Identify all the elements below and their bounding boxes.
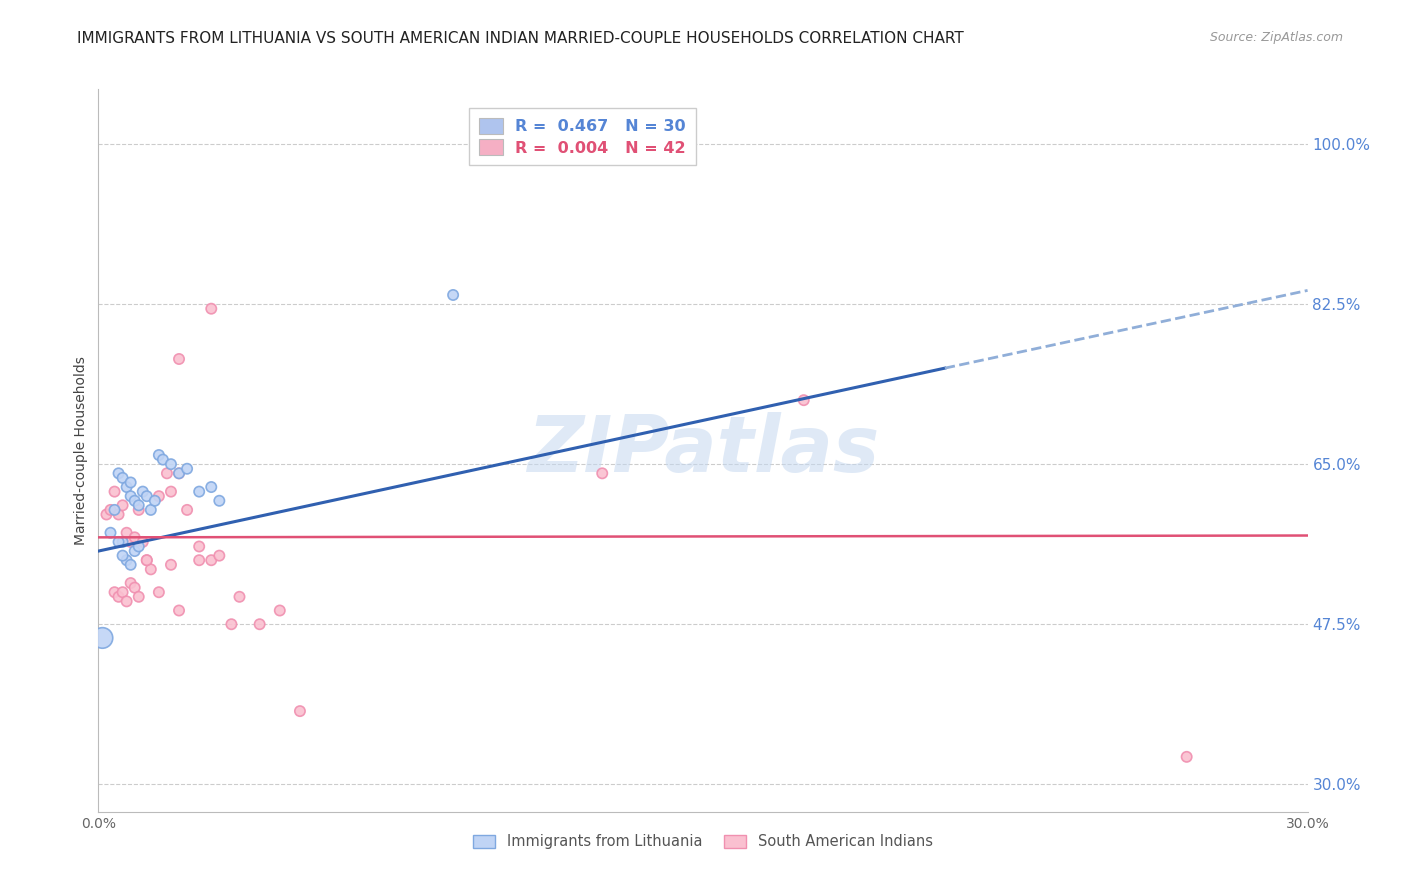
Point [176, 462, 198, 476]
Legend: Immigrants from Lithuania, South American Indians: Immigrants from Lithuania, South America… [467, 829, 939, 855]
Point [128, 499, 150, 513]
Point [176, 503, 198, 517]
Point [148, 585, 170, 599]
Point [188, 540, 211, 554]
Point [160, 558, 183, 572]
Point [120, 535, 142, 549]
Point [111, 471, 134, 485]
Text: Source: ZipAtlas.com: Source: ZipAtlas.com [1209, 31, 1343, 45]
Point [288, 704, 311, 718]
Point [128, 590, 150, 604]
Point [135, 553, 157, 567]
Point [208, 493, 231, 508]
Point [441, 288, 464, 302]
Point [120, 489, 142, 503]
Point [103, 503, 125, 517]
Point [249, 617, 271, 632]
Point [132, 484, 155, 499]
Point [128, 503, 150, 517]
Point [188, 553, 211, 567]
Point [124, 493, 146, 508]
Point [107, 590, 129, 604]
Point [135, 489, 157, 503]
Point [591, 467, 613, 481]
Point [107, 467, 129, 481]
Point [120, 475, 142, 490]
Text: ZIPatlas: ZIPatlas [527, 412, 879, 489]
Point [91, 631, 114, 645]
Y-axis label: Married-couple Households: Married-couple Households [75, 356, 89, 545]
Point [124, 581, 146, 595]
Point [132, 535, 155, 549]
Point [124, 530, 146, 544]
Point [100, 503, 122, 517]
Point [148, 489, 170, 503]
Point [135, 553, 157, 567]
Point [221, 617, 243, 632]
Point [115, 525, 138, 540]
Point [120, 558, 142, 572]
Point [188, 484, 211, 499]
Point [160, 484, 183, 499]
Point [152, 452, 174, 467]
Point [160, 457, 183, 471]
Point [128, 540, 150, 554]
Point [103, 484, 125, 499]
Point [103, 585, 125, 599]
Point [167, 603, 190, 617]
Text: IMMIGRANTS FROM LITHUANIA VS SOUTH AMERICAN INDIAN MARRIED-COUPLE HOUSEHOLDS COR: IMMIGRANTS FROM LITHUANIA VS SOUTH AMERI… [77, 31, 965, 46]
Point [115, 553, 138, 567]
Point [107, 535, 129, 549]
Point [1175, 749, 1198, 764]
Point [269, 603, 291, 617]
Point [107, 508, 129, 522]
Point [115, 594, 138, 608]
Point [200, 480, 222, 494]
Point [143, 493, 166, 508]
Point [100, 525, 122, 540]
Point [115, 480, 138, 494]
Point [167, 467, 190, 481]
Point [111, 549, 134, 563]
Point [139, 503, 162, 517]
Point [111, 585, 134, 599]
Point [111, 499, 134, 513]
Point [228, 590, 250, 604]
Point [167, 351, 190, 366]
Point [793, 393, 815, 408]
Point [139, 562, 162, 576]
Point [200, 553, 222, 567]
Point [156, 467, 179, 481]
Point [200, 301, 222, 316]
Point [96, 508, 118, 522]
Point [111, 535, 134, 549]
Point [208, 549, 231, 563]
Point [120, 576, 142, 591]
Point [148, 448, 170, 462]
Point [124, 544, 146, 558]
Point [167, 467, 190, 481]
